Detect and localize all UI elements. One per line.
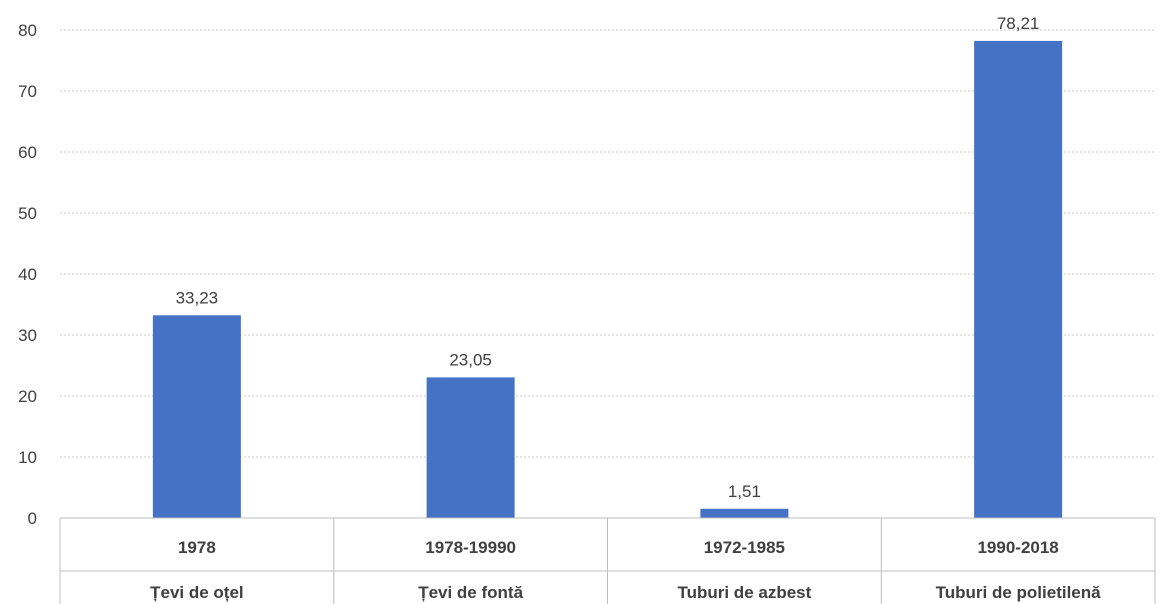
category-material-label: Tuburi de azbest <box>677 583 811 602</box>
data-label: 78,21 <box>997 14 1040 33</box>
category-material-label: Țevi de oțel <box>150 583 244 602</box>
data-label: 1,51 <box>728 482 761 501</box>
category-period-label: 1978-19990 <box>425 538 516 557</box>
gridlines <box>60 29 1155 458</box>
category-period-label: 1978 <box>178 538 216 557</box>
y-tick-label: 10 <box>18 448 37 467</box>
y-tick-label: 40 <box>18 265 37 284</box>
category-period-label: 1972-1985 <box>704 538 785 557</box>
category-material-label: Tuburi de polietilenă <box>936 583 1102 602</box>
data-label: 23,05 <box>449 350 492 369</box>
y-tick-label: 70 <box>18 82 37 101</box>
y-tick-label: 80 <box>18 21 37 40</box>
y-tick-label: 20 <box>18 387 37 406</box>
bars <box>152 40 1063 518</box>
category-period-label: 1990-2018 <box>977 538 1058 557</box>
y-tick-label: 0 <box>28 509 37 528</box>
category-axis: 1978 Țevi de oțel 1978-19990 Țevi de fontă 1… <box>59 517 1156 604</box>
data-label: 33,23 <box>176 288 219 307</box>
bar <box>152 315 241 518</box>
y-axis-ticks: 0 10 20 30 40 50 60 70 80 <box>18 21 37 528</box>
y-tick-label: 30 <box>18 326 37 345</box>
bar <box>426 377 515 518</box>
data-labels: 33,23 23,05 1,51 78,21 <box>176 14 1040 501</box>
category-material-label: Țevi de fontă <box>418 583 523 602</box>
y-tick-label: 60 <box>18 143 37 162</box>
y-tick-label: 50 <box>18 204 37 223</box>
bar <box>700 508 789 518</box>
bar <box>974 40 1063 518</box>
